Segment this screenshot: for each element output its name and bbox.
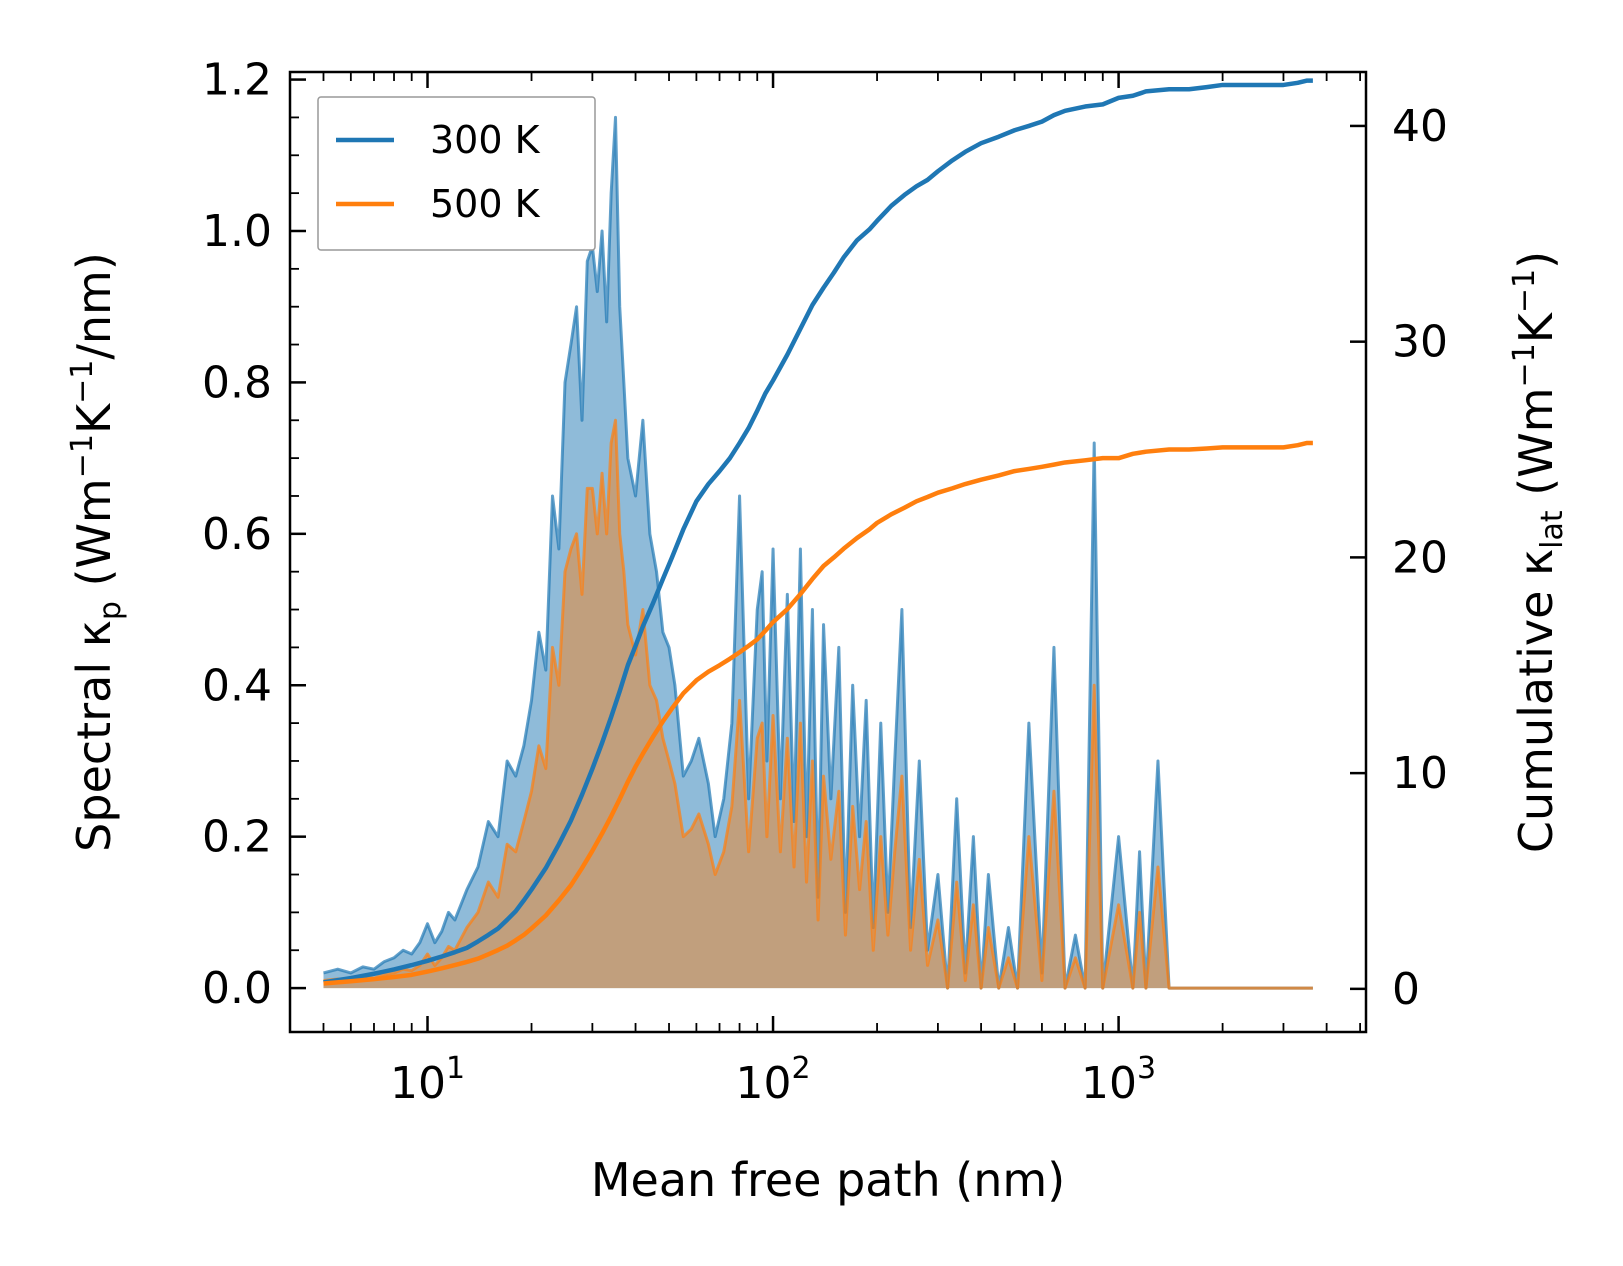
legend-300k-label: 300 K	[430, 118, 541, 162]
y-left-tick-label: 0.0	[202, 963, 272, 1014]
legend-box	[317, 96, 596, 251]
y-right-tick-label: 30	[1392, 317, 1448, 368]
y-right-tick-label: 0	[1392, 964, 1420, 1015]
x-tick-label: 103	[1081, 1051, 1156, 1109]
plot-frame	[288, 70, 1368, 1034]
legend: 300 K 500 K	[317, 96, 596, 251]
spectral-500k-fill	[323, 420, 1313, 989]
cumulative-300k-line	[323, 78, 1313, 985]
spectral-500k-line	[323, 418, 1313, 990]
y-right-axis-label: Cumulative κlat (Wm−1K−1)	[1507, 251, 1570, 853]
y-right-tick-labels: 0 10 20 30 40	[1392, 101, 1448, 1015]
y-left-tick-label: 1.0	[202, 206, 272, 257]
y-left-tick-label: 0.8	[202, 357, 272, 408]
x-tick-label: 102	[736, 1051, 811, 1109]
y-right-tick-label: 40	[1392, 101, 1448, 152]
x-tick-labels: 101 102 103	[390, 1051, 1156, 1109]
y-right-tick-label: 10	[1392, 748, 1448, 799]
spectral-300k-fill	[323, 117, 1313, 989]
y-left-tick-label: 0.4	[202, 660, 272, 711]
y-left-tick-label: 0.2	[202, 812, 272, 863]
y-left-tick-label: 1.2	[202, 55, 272, 106]
x-axis-label: Mean free path (nm)	[591, 1153, 1065, 1207]
cumulative-500k-line	[323, 440, 1313, 986]
y-left-tick-label: 0.6	[202, 509, 272, 560]
y-right-tick-label: 20	[1392, 532, 1448, 583]
y-left-axis-label: Spectral κp (Wm−1K−1/nm)	[65, 252, 128, 852]
axis-ticks	[289, 72, 1366, 1032]
legend-500k-label: 500 K	[430, 182, 541, 226]
y-left-tick-labels: 0.0 0.2 0.4 0.6 0.8 1.0 1.2	[202, 55, 272, 1015]
x-tick-label: 101	[390, 1051, 465, 1109]
